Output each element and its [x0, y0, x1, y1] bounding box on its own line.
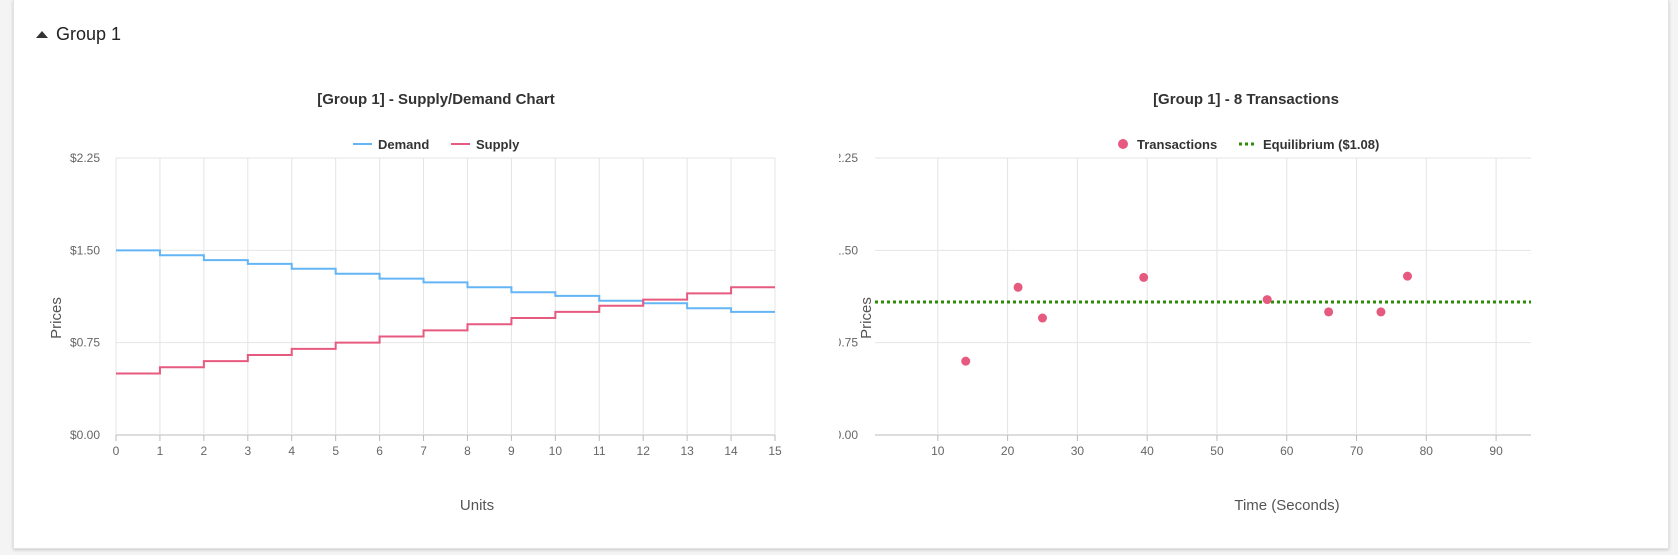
legend-item-supply[interactable]: Supply — [451, 137, 520, 152]
x-tick-label: 6 — [376, 444, 383, 458]
transaction-point — [961, 356, 971, 366]
transaction-point — [1402, 271, 1412, 281]
x-tick-label: 14 — [724, 444, 738, 458]
x-tick-label: 8 — [464, 444, 471, 458]
x-tick-label: 70 — [1350, 444, 1364, 458]
legend-item-demand[interactable]: Demand — [353, 137, 429, 152]
caret-up-icon — [36, 31, 48, 38]
x-tick-label: 10 — [549, 444, 563, 458]
x-tick-label: 30 — [1071, 444, 1085, 458]
x-tick-label: 7 — [420, 444, 427, 458]
group-toggle[interactable]: Group 1 — [36, 24, 121, 45]
y-tick-label: $1.50 — [70, 243, 100, 257]
series-line-supply — [116, 286, 775, 375]
y-tick-label: $2.25 — [70, 151, 100, 165]
group-label: Group 1 — [56, 24, 122, 44]
legend-label-supply: Supply — [476, 137, 520, 152]
transaction-point — [1262, 295, 1272, 305]
x-tick-label: 9 — [508, 444, 515, 458]
chart-title: [Group 1] - Supply/Demand Chart — [317, 91, 555, 108]
legend-label-transactions: Transactions — [1137, 137, 1217, 152]
transaction-point — [1324, 307, 1334, 317]
x-tick-label: 13 — [680, 444, 694, 458]
x-axis-label: Time (Seconds) — [1234, 497, 1339, 514]
x-tick-label: 20 — [1001, 444, 1015, 458]
legend-label-equilibrium: Equilibrium ($1.08) — [1263, 137, 1379, 152]
transaction-point — [1376, 307, 1386, 317]
y-tick-label: $0.75 — [839, 336, 858, 350]
legend: Transactions Equilibrium ($1.08) — [1118, 137, 1379, 152]
y-axis-label: Prices — [48, 297, 65, 339]
x-tick-label: 0 — [113, 444, 120, 458]
x-tick-label: 12 — [637, 444, 651, 458]
x-axis-label: Units — [460, 497, 494, 514]
x-tick-label: 1 — [157, 444, 164, 458]
supply-demand-chart: [Group 1] - Supply/Demand Chart Demand S… — [48, 91, 782, 514]
x-tick-label: 40 — [1140, 444, 1154, 458]
transaction-point — [1013, 282, 1023, 292]
x-tick-label: 90 — [1489, 444, 1503, 458]
x-tick-label: 11 — [593, 444, 606, 458]
x-tick-label: 2 — [201, 444, 208, 458]
y-tick-label: $2.25 — [839, 151, 858, 165]
x-tick-label: 50 — [1210, 444, 1224, 458]
x-tick-label: 4 — [288, 444, 295, 458]
x-tick-label: 5 — [332, 444, 339, 458]
legend-item-equilibrium[interactable]: Equilibrium ($1.08) — [1239, 137, 1379, 152]
x-tick-label: 80 — [1420, 444, 1434, 458]
series-line-demand — [116, 249, 775, 313]
y-tick-label: $0.75 — [70, 336, 100, 350]
x-tick-label: 15 — [768, 444, 782, 458]
x-tick-label: 10 — [931, 444, 945, 458]
group-panel — [13, 0, 1669, 549]
legend-label-demand: Demand — [378, 137, 429, 152]
transaction-point — [1139, 272, 1149, 282]
legend: Demand Supply — [353, 137, 520, 152]
y-axis-label: Prices — [858, 297, 875, 339]
transaction-point — [1037, 313, 1047, 323]
x-tick-label: 3 — [244, 444, 251, 458]
y-tick-label: $0.00 — [839, 428, 858, 442]
chart-title: [Group 1] - 8 Transactions — [1153, 91, 1339, 108]
legend-item-transactions[interactable]: Transactions — [1118, 137, 1217, 152]
y-tick-label: $1.50 — [839, 243, 858, 257]
x-tick-label: 60 — [1280, 444, 1294, 458]
y-tick-label: $0.00 — [70, 428, 100, 442]
transactions-chart: [Group 1] - 8 Transactions Transactions … — [839, 91, 1531, 514]
